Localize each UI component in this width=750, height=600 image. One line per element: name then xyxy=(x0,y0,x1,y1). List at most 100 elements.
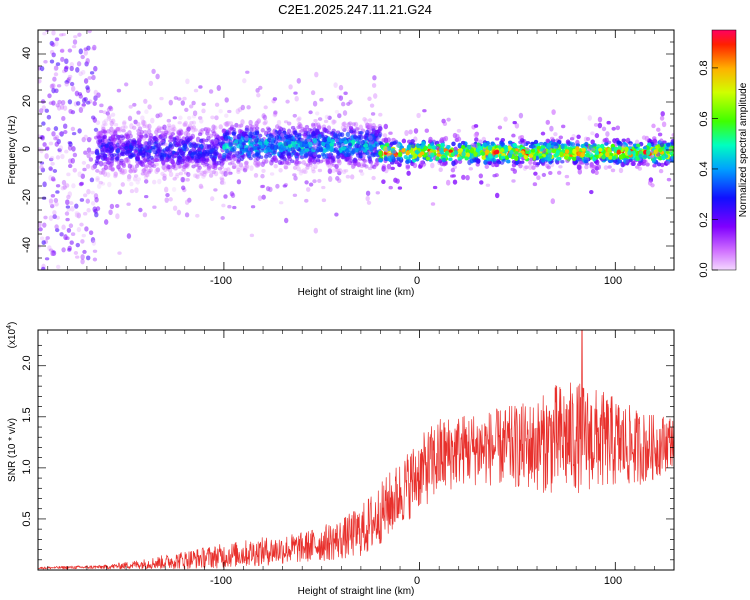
spectrogram-cell xyxy=(125,156,130,163)
spectrogram-cell xyxy=(300,138,305,142)
spectrogram-cell xyxy=(175,140,180,146)
spectrogram-cell xyxy=(168,171,174,178)
spectrogram-cell xyxy=(223,171,228,177)
spectrogram-cell xyxy=(461,174,466,180)
spectrogram-cell xyxy=(263,140,269,146)
spectrogram-cell xyxy=(550,198,555,205)
spectrogram-cell xyxy=(299,129,304,133)
spectrogram-cell xyxy=(140,115,145,121)
spectrogram-cell xyxy=(204,155,210,161)
spectrogram-cell xyxy=(160,130,165,135)
spectrogram-cell xyxy=(108,149,113,154)
spectrogram-cell xyxy=(202,170,207,175)
spectrogram-cell xyxy=(335,138,340,144)
spectrogram-cell xyxy=(136,129,141,133)
spectrogram-cell xyxy=(164,130,169,134)
spectrogram-cell xyxy=(171,187,177,192)
spectrogram-cell xyxy=(242,132,247,137)
spectrogram-cell xyxy=(98,109,104,114)
spectrogram-cell xyxy=(342,128,347,132)
spectrogram-cell xyxy=(155,127,160,132)
spectrogram-cell xyxy=(238,162,244,168)
spectrogram-cell xyxy=(292,113,297,118)
spectrogram-cell xyxy=(182,143,188,149)
spectrogram-cell xyxy=(351,162,357,168)
spectrogram-cell xyxy=(199,157,205,163)
spectrogram-cell xyxy=(518,152,523,157)
spectrogram-cell xyxy=(170,164,176,170)
spectrogram-cell xyxy=(180,100,185,106)
spectrogram-cell xyxy=(448,157,453,162)
spectrogram-cell xyxy=(530,148,536,153)
spectrogram-cell xyxy=(132,102,137,107)
spectrogram-cell xyxy=(246,105,251,110)
spectrogram-cell xyxy=(278,168,283,173)
spectrogram-cell xyxy=(71,131,77,136)
spectrogram-cell xyxy=(249,165,254,171)
spectrogram-cell xyxy=(98,180,104,185)
spectrogram-cell xyxy=(576,134,581,139)
spectrogram-cell xyxy=(143,157,148,163)
spectrogram-cell xyxy=(66,227,72,233)
spectrogram-cell xyxy=(62,123,68,129)
spectrogram-cell xyxy=(248,119,253,126)
spectrogram-cell xyxy=(219,180,225,185)
spectrogram-cell xyxy=(309,157,315,163)
spectrogram-cell xyxy=(461,145,466,149)
spectrogram-cell xyxy=(144,179,149,184)
spectrogram-cell xyxy=(205,126,211,133)
spectrogram-cell xyxy=(182,162,188,168)
spectrogram-cell xyxy=(77,32,82,37)
spectrogram-cell xyxy=(116,88,122,93)
spectrogram-cell xyxy=(231,127,236,131)
spectrogram-cell xyxy=(558,165,563,169)
spectrogram-cell xyxy=(605,131,610,137)
spectrogram-cell xyxy=(343,169,349,173)
spectrogram-cell xyxy=(333,82,338,88)
spectrogram-cell xyxy=(226,172,232,176)
spectrogram-cell xyxy=(163,142,168,147)
spectrogram-cell xyxy=(521,142,527,147)
spectrogram-cell xyxy=(48,101,54,105)
spectrogram-cell xyxy=(87,30,92,34)
spectrogram-cell xyxy=(193,158,199,164)
spectrogram-cell xyxy=(338,95,344,101)
spectrogram-cell xyxy=(218,108,223,114)
spectrogram-cell xyxy=(273,111,278,117)
spectrogram-cell xyxy=(147,159,152,165)
spectrogram-cell xyxy=(95,120,101,126)
spectrogram-cell xyxy=(616,149,621,155)
spectrogram-cell xyxy=(607,165,612,169)
spectrogram-cell xyxy=(83,49,89,56)
spectrogram-cell xyxy=(367,158,372,164)
spectrogram-cell xyxy=(143,166,149,172)
spectrogram-cell xyxy=(212,131,217,137)
spectrogram-cell xyxy=(312,100,318,107)
spectrogram-cell xyxy=(61,247,66,253)
spectrogram-cell xyxy=(113,171,119,178)
spectrogram-cell xyxy=(137,126,143,132)
spectrogram-cell xyxy=(189,121,194,125)
spectrogram-cell xyxy=(304,162,309,167)
spectrogram-cell xyxy=(325,162,331,168)
spectrogram-cell xyxy=(308,110,313,115)
spectrogram-cell xyxy=(661,121,667,128)
spectrogram-cell xyxy=(218,124,223,130)
spectrogram-cell xyxy=(394,160,399,165)
spectrogram-cell xyxy=(97,131,102,136)
spectrogram-cell xyxy=(317,178,322,183)
spectrogram-cell xyxy=(133,119,138,125)
spectrogram-cell xyxy=(136,130,142,134)
spectrogram-cell xyxy=(73,35,78,39)
spectrogram-cell xyxy=(102,170,108,177)
spectrogram-cell xyxy=(439,137,444,144)
spectrogram-cell xyxy=(39,164,44,170)
spectrogram-cell xyxy=(618,167,624,174)
spectrogram-cell xyxy=(331,159,336,163)
spectrogram-cell xyxy=(237,124,242,129)
spectrogram-cell xyxy=(246,150,252,156)
spectrogram-cell xyxy=(506,159,511,164)
spectrogram-cell xyxy=(115,213,120,220)
spectrogram-cell xyxy=(313,163,318,170)
spectrogram-cell xyxy=(450,167,456,173)
